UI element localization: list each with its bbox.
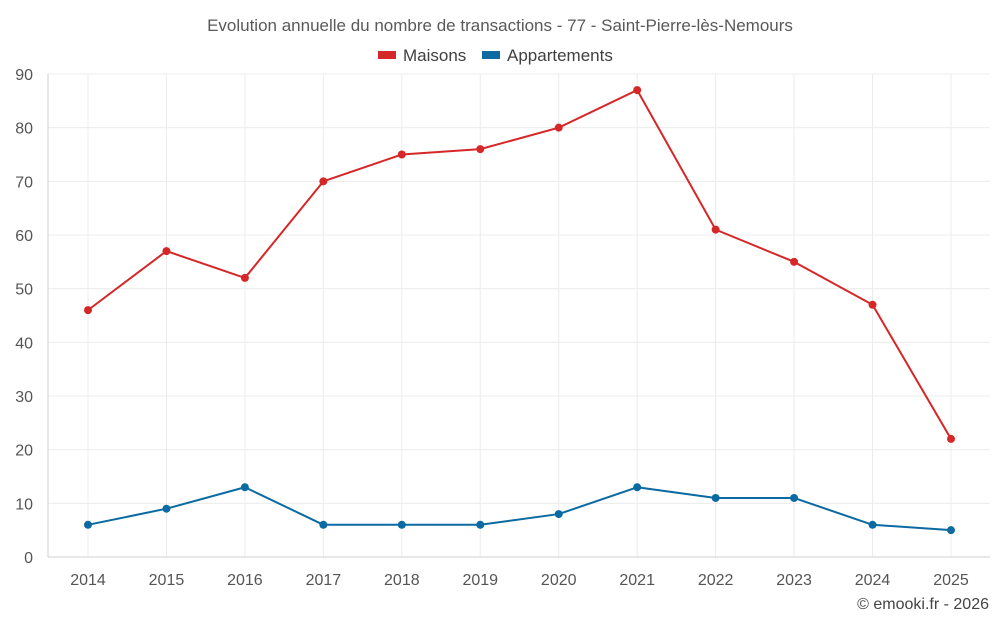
y-tick-label: 20: [15, 443, 33, 460]
data-point-appartements[interactable]: [711, 493, 720, 502]
series: [84, 86, 955, 535]
y-tick-label: 80: [15, 121, 33, 138]
series-line-appartements: [87, 486, 952, 532]
data-point-appartements[interactable]: [397, 520, 406, 529]
x-tick-label: 2021: [619, 572, 655, 589]
x-tick-label: 2020: [541, 572, 577, 589]
data-point-appartements[interactable]: [476, 520, 485, 529]
legend-label-appartements[interactable]: Appartements: [507, 46, 613, 65]
data-point-maisons[interactable]: [868, 300, 877, 309]
data-point-appartements[interactable]: [162, 504, 171, 513]
data-point-maisons[interactable]: [84, 306, 92, 315]
x-tick-label: 2025: [933, 572, 969, 589]
data-point-appartements[interactable]: [790, 493, 799, 502]
grid: [48, 73, 990, 557]
data-point-appartements[interactable]: [554, 510, 563, 519]
data-point-maisons[interactable]: [397, 150, 406, 159]
data-point-appartements[interactable]: [84, 520, 92, 529]
data-point-maisons[interactable]: [947, 434, 955, 443]
data-point-maisons[interactable]: [711, 225, 720, 234]
x-tick-label: 2024: [855, 572, 891, 589]
y-tick-label: 60: [15, 228, 33, 245]
data-point-maisons[interactable]: [319, 177, 328, 186]
x-tick-label: 2022: [698, 572, 734, 589]
data-point-appartements[interactable]: [947, 526, 955, 535]
data-point-maisons[interactable]: [476, 145, 485, 154]
chart-title: Evolution annuelle du nombre de transact…: [207, 16, 793, 35]
x-tick-label: 2016: [227, 572, 263, 589]
data-point-maisons[interactable]: [554, 123, 563, 132]
credit-text: © emooki.fr - 2026: [857, 596, 989, 613]
data-point-appartements[interactable]: [868, 520, 877, 529]
data-point-maisons[interactable]: [633, 86, 642, 95]
data-point-appartements[interactable]: [319, 520, 328, 529]
y-tick-label: 70: [15, 174, 33, 191]
data-point-appartements[interactable]: [633, 483, 642, 492]
legend[interactable]: Maisons Appartements: [378, 46, 613, 65]
legend-swatch-appartements[interactable]: [482, 51, 500, 59]
legend-swatch-maisons[interactable]: [378, 51, 396, 59]
y-tick-label: 0: [24, 550, 33, 567]
x-tick-label: 2019: [462, 572, 498, 589]
data-point-maisons[interactable]: [240, 273, 249, 282]
x-tick-label: 2015: [149, 572, 185, 589]
y-tick-label: 30: [15, 389, 33, 406]
axes: 0 10 20 30 40 50 60 70 80 90 2014 2015 2016 2017 2018 2…: [15, 67, 990, 589]
x-tick-label: 2018: [384, 572, 420, 589]
data-point-maisons[interactable]: [790, 257, 799, 266]
x-tick-label: 2023: [776, 572, 812, 589]
x-tick-label: 2014: [70, 572, 106, 589]
data-point-appartements[interactable]: [240, 483, 249, 492]
y-tick-label: 90: [15, 67, 33, 84]
y-tick-label: 50: [15, 282, 33, 299]
legend-label-maisons[interactable]: Maisons: [403, 46, 466, 65]
x-tick-label: 2017: [306, 572, 342, 589]
y-tick-label: 40: [15, 335, 33, 352]
y-tick-label: 10: [15, 496, 33, 513]
series-line-maisons: [87, 89, 952, 440]
data-point-maisons[interactable]: [162, 247, 171, 256]
